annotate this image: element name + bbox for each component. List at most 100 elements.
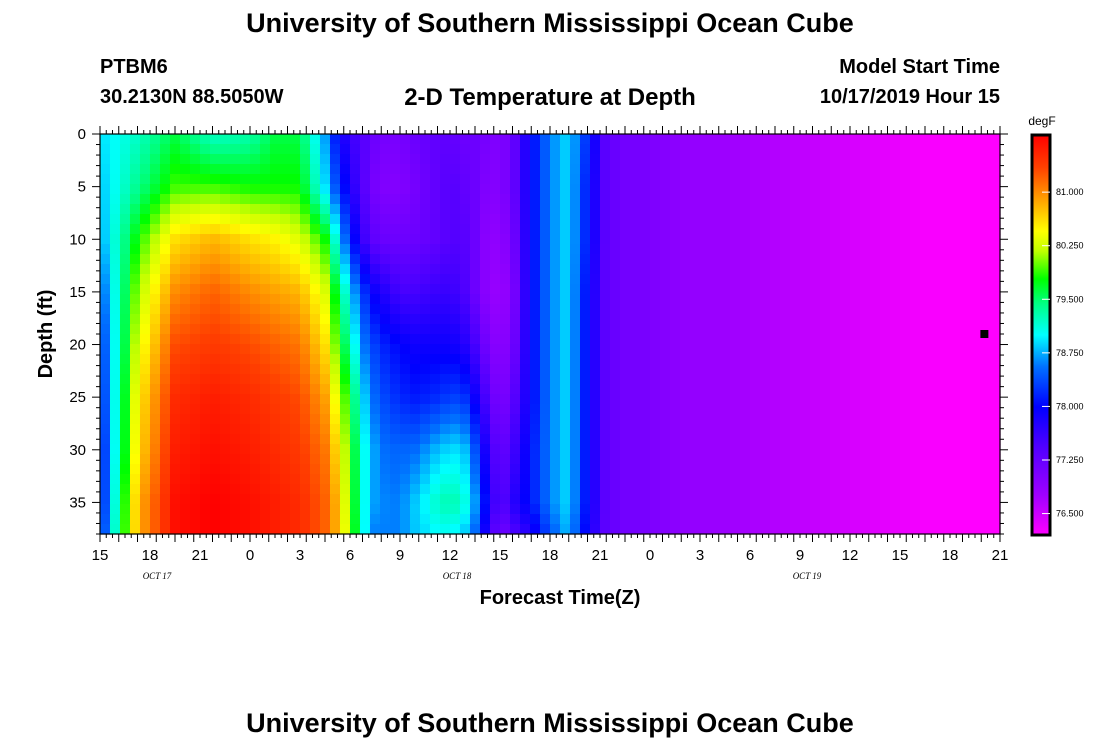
heatmap-cell — [700, 494, 711, 505]
heatmap-cell — [790, 414, 801, 425]
heatmap-cell — [810, 344, 821, 355]
heatmap-cell — [130, 144, 141, 155]
heatmap-cell — [910, 224, 921, 235]
heatmap-cell — [140, 294, 151, 305]
heatmap-cell — [420, 224, 431, 235]
heatmap-cell — [210, 524, 221, 535]
heatmap-cell — [530, 154, 541, 165]
heatmap-cell — [970, 184, 981, 195]
heatmap-cell — [110, 374, 121, 385]
heatmap-cell — [830, 374, 841, 385]
heatmap-cell — [340, 314, 351, 325]
heatmap-cell — [660, 484, 671, 495]
heatmap-cell — [400, 374, 411, 385]
heatmap-cell — [950, 344, 961, 355]
heatmap-cell — [690, 234, 701, 245]
heatmap-cell — [730, 474, 741, 485]
heatmap-cell — [340, 514, 351, 525]
heatmap-cell — [740, 174, 751, 185]
heatmap-cell — [520, 484, 531, 495]
heatmap-cell — [930, 244, 941, 255]
heatmap-cell — [990, 174, 1001, 185]
heatmap-cell — [190, 464, 201, 475]
heatmap-cell — [290, 524, 301, 535]
heatmap-cell — [350, 254, 361, 265]
heatmap-cell — [620, 134, 631, 145]
heatmap-cell — [640, 314, 651, 325]
heatmap-cell — [370, 524, 381, 535]
heatmap-cell — [520, 134, 531, 145]
heatmap-cell — [150, 184, 161, 195]
heatmap-cell — [150, 494, 161, 505]
heatmap-cell — [260, 524, 271, 535]
heatmap-cell — [950, 464, 961, 475]
heatmap-cell — [200, 214, 211, 225]
heatmap-cell — [810, 274, 821, 285]
heatmap-cell — [560, 274, 571, 285]
heatmap-cell — [970, 514, 981, 525]
heatmap-cell — [660, 354, 671, 365]
heatmap-cell — [930, 134, 941, 145]
heatmap-cell — [330, 424, 341, 435]
heatmap-cell — [530, 494, 541, 505]
heatmap-cell — [230, 364, 241, 375]
heatmap-cell — [480, 414, 491, 425]
heatmap-cell — [470, 484, 481, 495]
heatmap-cell — [920, 344, 931, 355]
heatmap-cell — [860, 144, 871, 155]
heatmap-cell — [970, 414, 981, 425]
heatmap-cell — [310, 164, 321, 175]
heatmap-cell — [970, 394, 981, 405]
date-label: OCT 19 — [793, 571, 822, 581]
heatmap-cell — [180, 384, 191, 395]
heatmap-cell — [830, 144, 841, 155]
heatmap-cell — [260, 404, 271, 415]
heatmap-cell — [850, 524, 861, 535]
heatmap-cell — [480, 264, 491, 275]
heatmap-cell — [300, 444, 311, 455]
heatmap-cell — [390, 304, 401, 315]
heatmap-cell — [560, 334, 571, 345]
heatmap-cell — [600, 474, 611, 485]
heatmap-cell — [520, 224, 531, 235]
heatmap-cell — [800, 474, 811, 485]
heatmap-cell — [280, 404, 291, 415]
heatmap-cell — [190, 134, 201, 145]
station-coordinates: 30.2130N 88.5050W — [100, 86, 284, 108]
heatmap-cell — [200, 164, 211, 175]
heatmap-cell — [830, 274, 841, 285]
heatmap-cell — [290, 234, 301, 245]
heatmap-cell — [550, 304, 561, 315]
heatmap-cell — [650, 144, 661, 155]
heatmap-cell — [340, 224, 351, 235]
heatmap-cell — [430, 344, 441, 355]
heatmap-cell — [480, 194, 491, 205]
heatmap-cell — [880, 364, 891, 375]
heatmap-cell — [970, 224, 981, 235]
heatmap-cell — [810, 314, 821, 325]
heatmap-cell — [790, 304, 801, 315]
heatmap-cell — [600, 394, 611, 405]
heatmap-cell — [800, 384, 811, 395]
heatmap-cell — [350, 304, 361, 315]
heatmap-cell — [390, 374, 401, 385]
heatmap-cell — [460, 494, 471, 505]
heatmap-cell — [200, 414, 211, 425]
heatmap-cell — [360, 294, 371, 305]
heatmap-cell — [400, 304, 411, 315]
heatmap-cell — [240, 334, 251, 345]
heatmap-cell — [840, 494, 851, 505]
heatmap-cell — [280, 474, 291, 485]
heatmap-cell — [930, 304, 941, 315]
heatmap-cell — [180, 134, 191, 145]
heatmap-cell — [360, 524, 371, 535]
heatmap-cell — [990, 304, 1001, 315]
heatmap-cell — [400, 134, 411, 145]
heatmap-cell — [400, 144, 411, 155]
heatmap-cell — [510, 214, 521, 225]
heatmap-cell — [660, 434, 671, 445]
heatmap-cell — [370, 494, 381, 505]
heatmap-cell — [400, 344, 411, 355]
heatmap-cell — [830, 264, 841, 275]
heatmap-cell — [170, 394, 181, 405]
